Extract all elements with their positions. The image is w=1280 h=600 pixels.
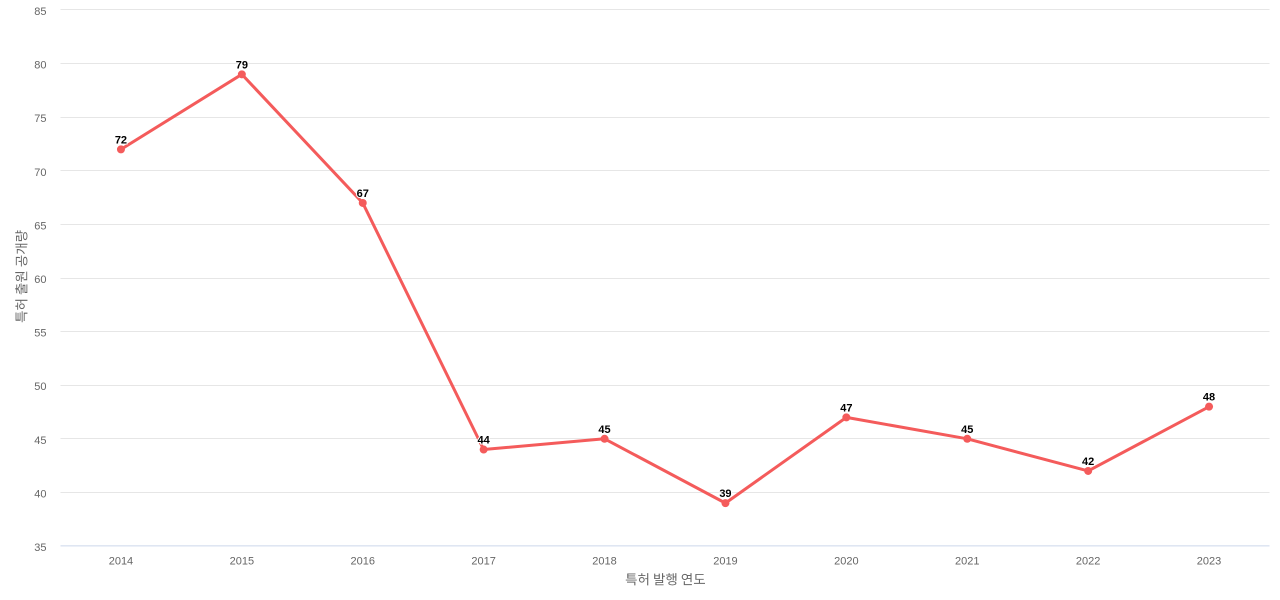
svg-text:2022: 2022 [1076,556,1100,568]
svg-text:2016: 2016 [351,556,375,568]
svg-text:47: 47 [840,402,852,414]
svg-text:45: 45 [598,424,610,436]
svg-text:65: 65 [34,220,46,232]
svg-text:55: 55 [34,328,46,340]
svg-text:40: 40 [34,488,46,500]
svg-text:79: 79 [236,59,248,71]
svg-text:42: 42 [1082,456,1094,468]
svg-text:50: 50 [34,381,46,393]
svg-text:75: 75 [34,113,46,125]
svg-text:35: 35 [34,542,46,554]
svg-text:2023: 2023 [1197,556,1221,568]
svg-text:44: 44 [478,435,491,447]
svg-text:2015: 2015 [230,556,254,568]
svg-text:85: 85 [34,6,46,18]
svg-text:60: 60 [34,274,46,286]
svg-text:80: 80 [34,60,46,72]
svg-text:39: 39 [719,488,731,500]
svg-text:72: 72 [115,134,127,146]
svg-text:2017: 2017 [471,556,495,568]
svg-text:45: 45 [961,424,973,436]
svg-text:2014: 2014 [109,556,133,568]
svg-text:67: 67 [357,188,369,200]
svg-text:2020: 2020 [834,556,858,568]
svg-text:70: 70 [34,167,46,179]
svg-text:48: 48 [1203,392,1215,404]
svg-text:2021: 2021 [955,556,979,568]
svg-text:45: 45 [34,435,46,447]
svg-text:2019: 2019 [713,556,737,568]
svg-text:2018: 2018 [592,556,616,568]
